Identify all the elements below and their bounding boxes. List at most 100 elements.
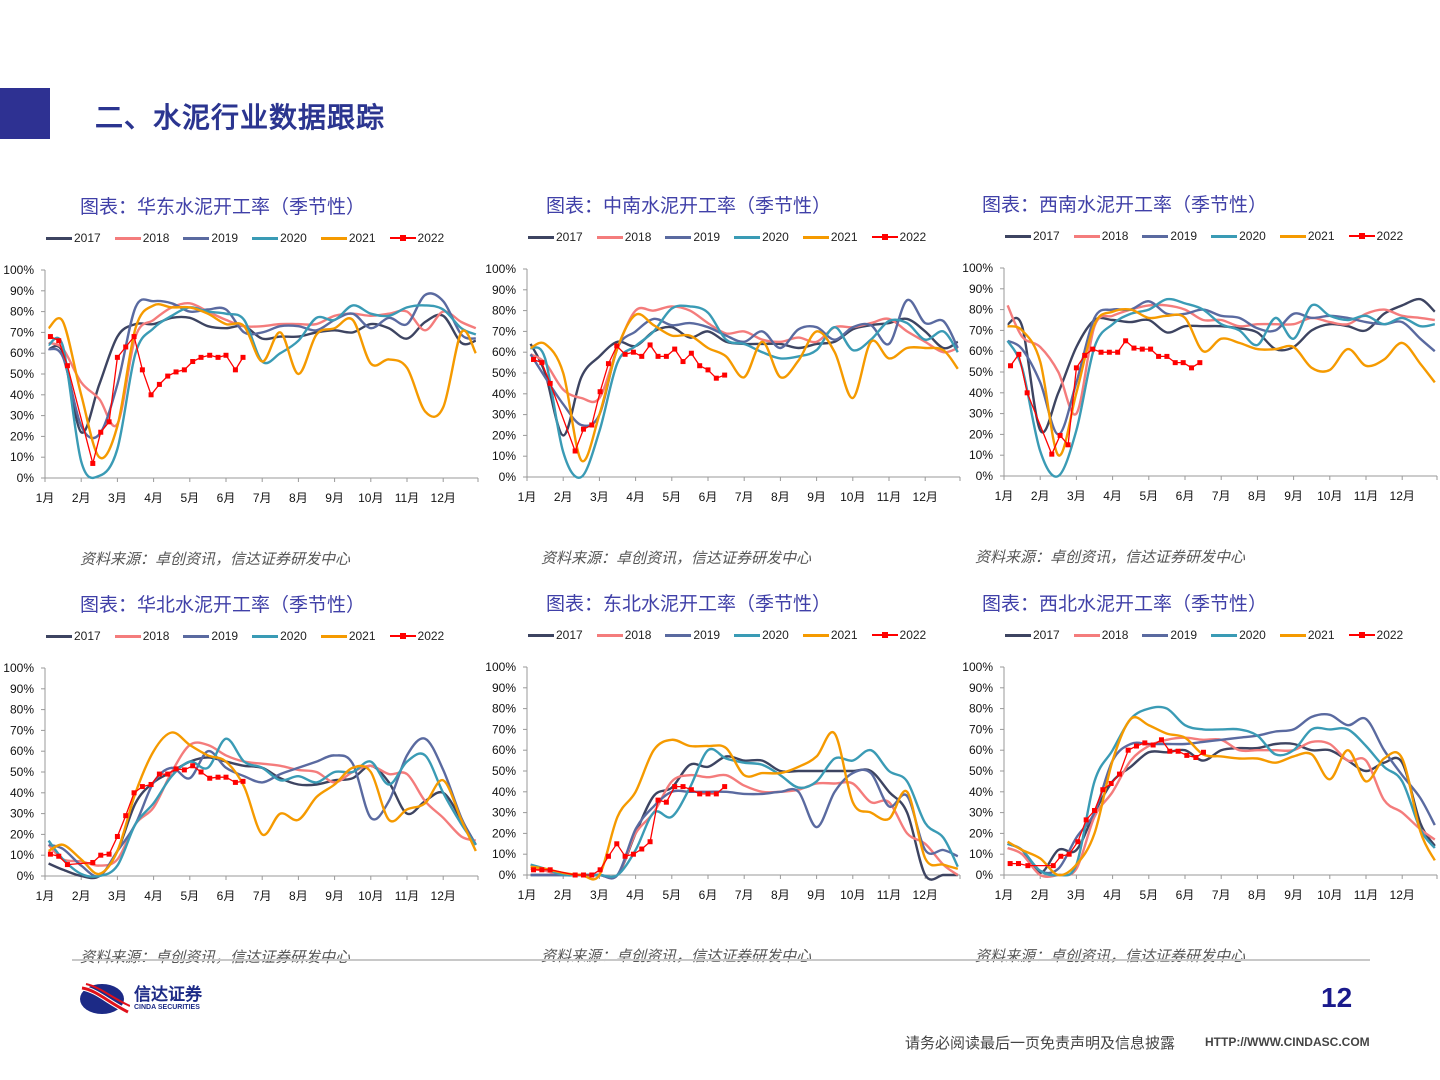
x-tick-label: 4月 <box>1103 888 1122 902</box>
data-point-2022 <box>580 426 586 432</box>
series-line-2020 <box>1006 297 1436 478</box>
legend-swatch <box>1142 633 1169 637</box>
x-tick-label: 10月 <box>358 491 383 505</box>
data-point-2022 <box>1189 365 1195 371</box>
y-tick-label: 100% <box>485 660 516 674</box>
legend-item-2019: 2019 <box>665 230 720 244</box>
logo-text-cn: 信达证券 <box>134 985 202 1005</box>
x-tick-label: 1月 <box>36 889 55 903</box>
legend-swatch <box>1005 234 1031 238</box>
data-point-2022 <box>1167 748 1173 754</box>
data-point-2022 <box>680 359 686 365</box>
data-point-2022 <box>1164 353 1170 359</box>
chart-central-south: 图表：中南水泥开工率（季节性） 2017 2018 2019 2020 2021 2022 0… <box>482 191 962 571</box>
series-line-2022 <box>1010 739 1204 867</box>
data-point-2022 <box>198 354 204 360</box>
legend-swatch <box>1005 633 1031 637</box>
y-tick-label: 70% <box>969 722 993 736</box>
legend-swatch <box>528 633 554 637</box>
x-tick-label: 6月 <box>699 490 718 504</box>
chart-title: 图表：西北水泥开工率（季节性） <box>982 593 1268 615</box>
series-line-2018 <box>530 773 959 880</box>
legend-item-2018: 2018 <box>114 629 169 643</box>
x-tick-label: 10月 <box>840 888 865 902</box>
x-tick-label: 2月 <box>554 490 573 504</box>
data-point-2022 <box>1065 442 1071 448</box>
data-point-2022 <box>1016 351 1022 357</box>
data-point-2022 <box>1148 346 1154 352</box>
data-point-2022 <box>713 375 719 381</box>
legend-label: 2021 <box>348 231 376 245</box>
chart-source: 资料来源：卓创资讯，信达证券研发中心 <box>541 549 812 567</box>
legend-label: 2020 <box>1239 229 1266 243</box>
data-point-2022 <box>190 763 196 769</box>
legend-swatch <box>871 234 898 240</box>
data-point-2022 <box>672 346 678 352</box>
x-tick-label: 4月 <box>1103 489 1122 503</box>
data-point-2022 <box>539 867 545 873</box>
chart-legend: 2017 2018 2019 2020 2021 2022 <box>1005 229 1417 243</box>
legend-label: 2019 <box>211 629 239 643</box>
chart-title: 图表：东北水泥开工率（季节性） <box>546 593 832 615</box>
data-point-2022 <box>131 790 137 796</box>
chart-legend: 2017 2018 2019 2020 2021 2022 <box>528 628 940 642</box>
website-url[interactable]: HTTP://WWW.CINDASC.COM <box>1205 1035 1370 1049</box>
x-tick-label: 11月 <box>1354 888 1378 902</box>
legend-swatch <box>871 632 898 638</box>
cinda-logo: 信达证券 CINDA SECURITIES <box>78 982 202 1016</box>
x-tick-label: 5月 <box>1139 489 1158 503</box>
data-point-2022 <box>156 381 162 387</box>
y-tick-label: 90% <box>492 681 516 695</box>
y-tick-label: 10% <box>969 847 993 861</box>
series-line-2018 <box>48 301 477 428</box>
legend-item-2018: 2018 <box>1073 229 1128 243</box>
data-point-2022 <box>1193 754 1199 760</box>
y-tick-label: 90% <box>10 682 34 696</box>
data-point-2022 <box>614 841 620 847</box>
x-tick-label: 12月 <box>913 888 938 902</box>
legend-label: 2022 <box>417 231 445 245</box>
legend-swatch <box>114 634 141 638</box>
y-tick-label: 30% <box>492 408 516 422</box>
x-tick-label: 12月 <box>431 889 456 903</box>
data-point-2022 <box>56 338 62 344</box>
legend-label: 2019 <box>1170 628 1198 642</box>
series-line-2017 <box>1007 742 1436 875</box>
x-tick-label: 9月 <box>325 491 344 505</box>
data-point-2022 <box>223 352 229 358</box>
data-point-2022 <box>47 334 53 340</box>
data-point-2022 <box>663 353 669 359</box>
data-point-2022 <box>647 342 653 348</box>
x-tick-label: 6月 <box>217 491 236 505</box>
x-tick-label: 1月 <box>518 888 537 902</box>
series-line-2019 <box>1006 300 1436 436</box>
x-tick-label: 12月 <box>431 491 456 505</box>
legend-swatch <box>252 236 279 240</box>
series-line-2019 <box>47 292 477 440</box>
x-tick-label: 3月 <box>590 490 609 504</box>
data-point-2022 <box>181 367 187 373</box>
x-tick-label: 8月 <box>771 888 790 902</box>
data-point-2022 <box>232 367 238 373</box>
legend-item-2019: 2019 <box>1142 229 1197 243</box>
page-title: 二、水泥行业数据跟踪 <box>95 101 386 134</box>
chart-legend: 2017 2018 2019 2020 2021 2022 <box>528 230 940 244</box>
x-tick-label: 6月 <box>217 889 236 903</box>
series-line-2018 <box>1006 303 1435 416</box>
data-point-2022 <box>198 769 204 775</box>
legend-swatch <box>1073 234 1100 238</box>
legend-label: 2019 <box>693 628 721 642</box>
legend-swatch <box>596 633 623 637</box>
legend-swatch <box>1142 234 1169 238</box>
data-point-2022 <box>123 344 129 350</box>
legend-swatch <box>389 235 416 241</box>
data-point-2022 <box>1180 360 1186 366</box>
legend-label: 2021 <box>1307 229 1335 243</box>
data-point-2022 <box>106 419 112 425</box>
line-chart: 0% 10% 20% 30% 40% 50% 60% 70% 80% 90% 100% 1月 2月 3月 4… <box>962 261 1438 503</box>
series-line-2020 <box>529 304 959 479</box>
chart-source: 资料来源：卓创资讯，信达证券研发中心 <box>80 550 351 568</box>
line-chart: 0% 10% 20% 30% 40% 50% 60% 70% 80% 90% 100% 1月 2月 3月 4… <box>485 660 961 902</box>
x-tick-label: 12月 <box>1390 888 1415 902</box>
series-line-2017 <box>48 313 477 434</box>
